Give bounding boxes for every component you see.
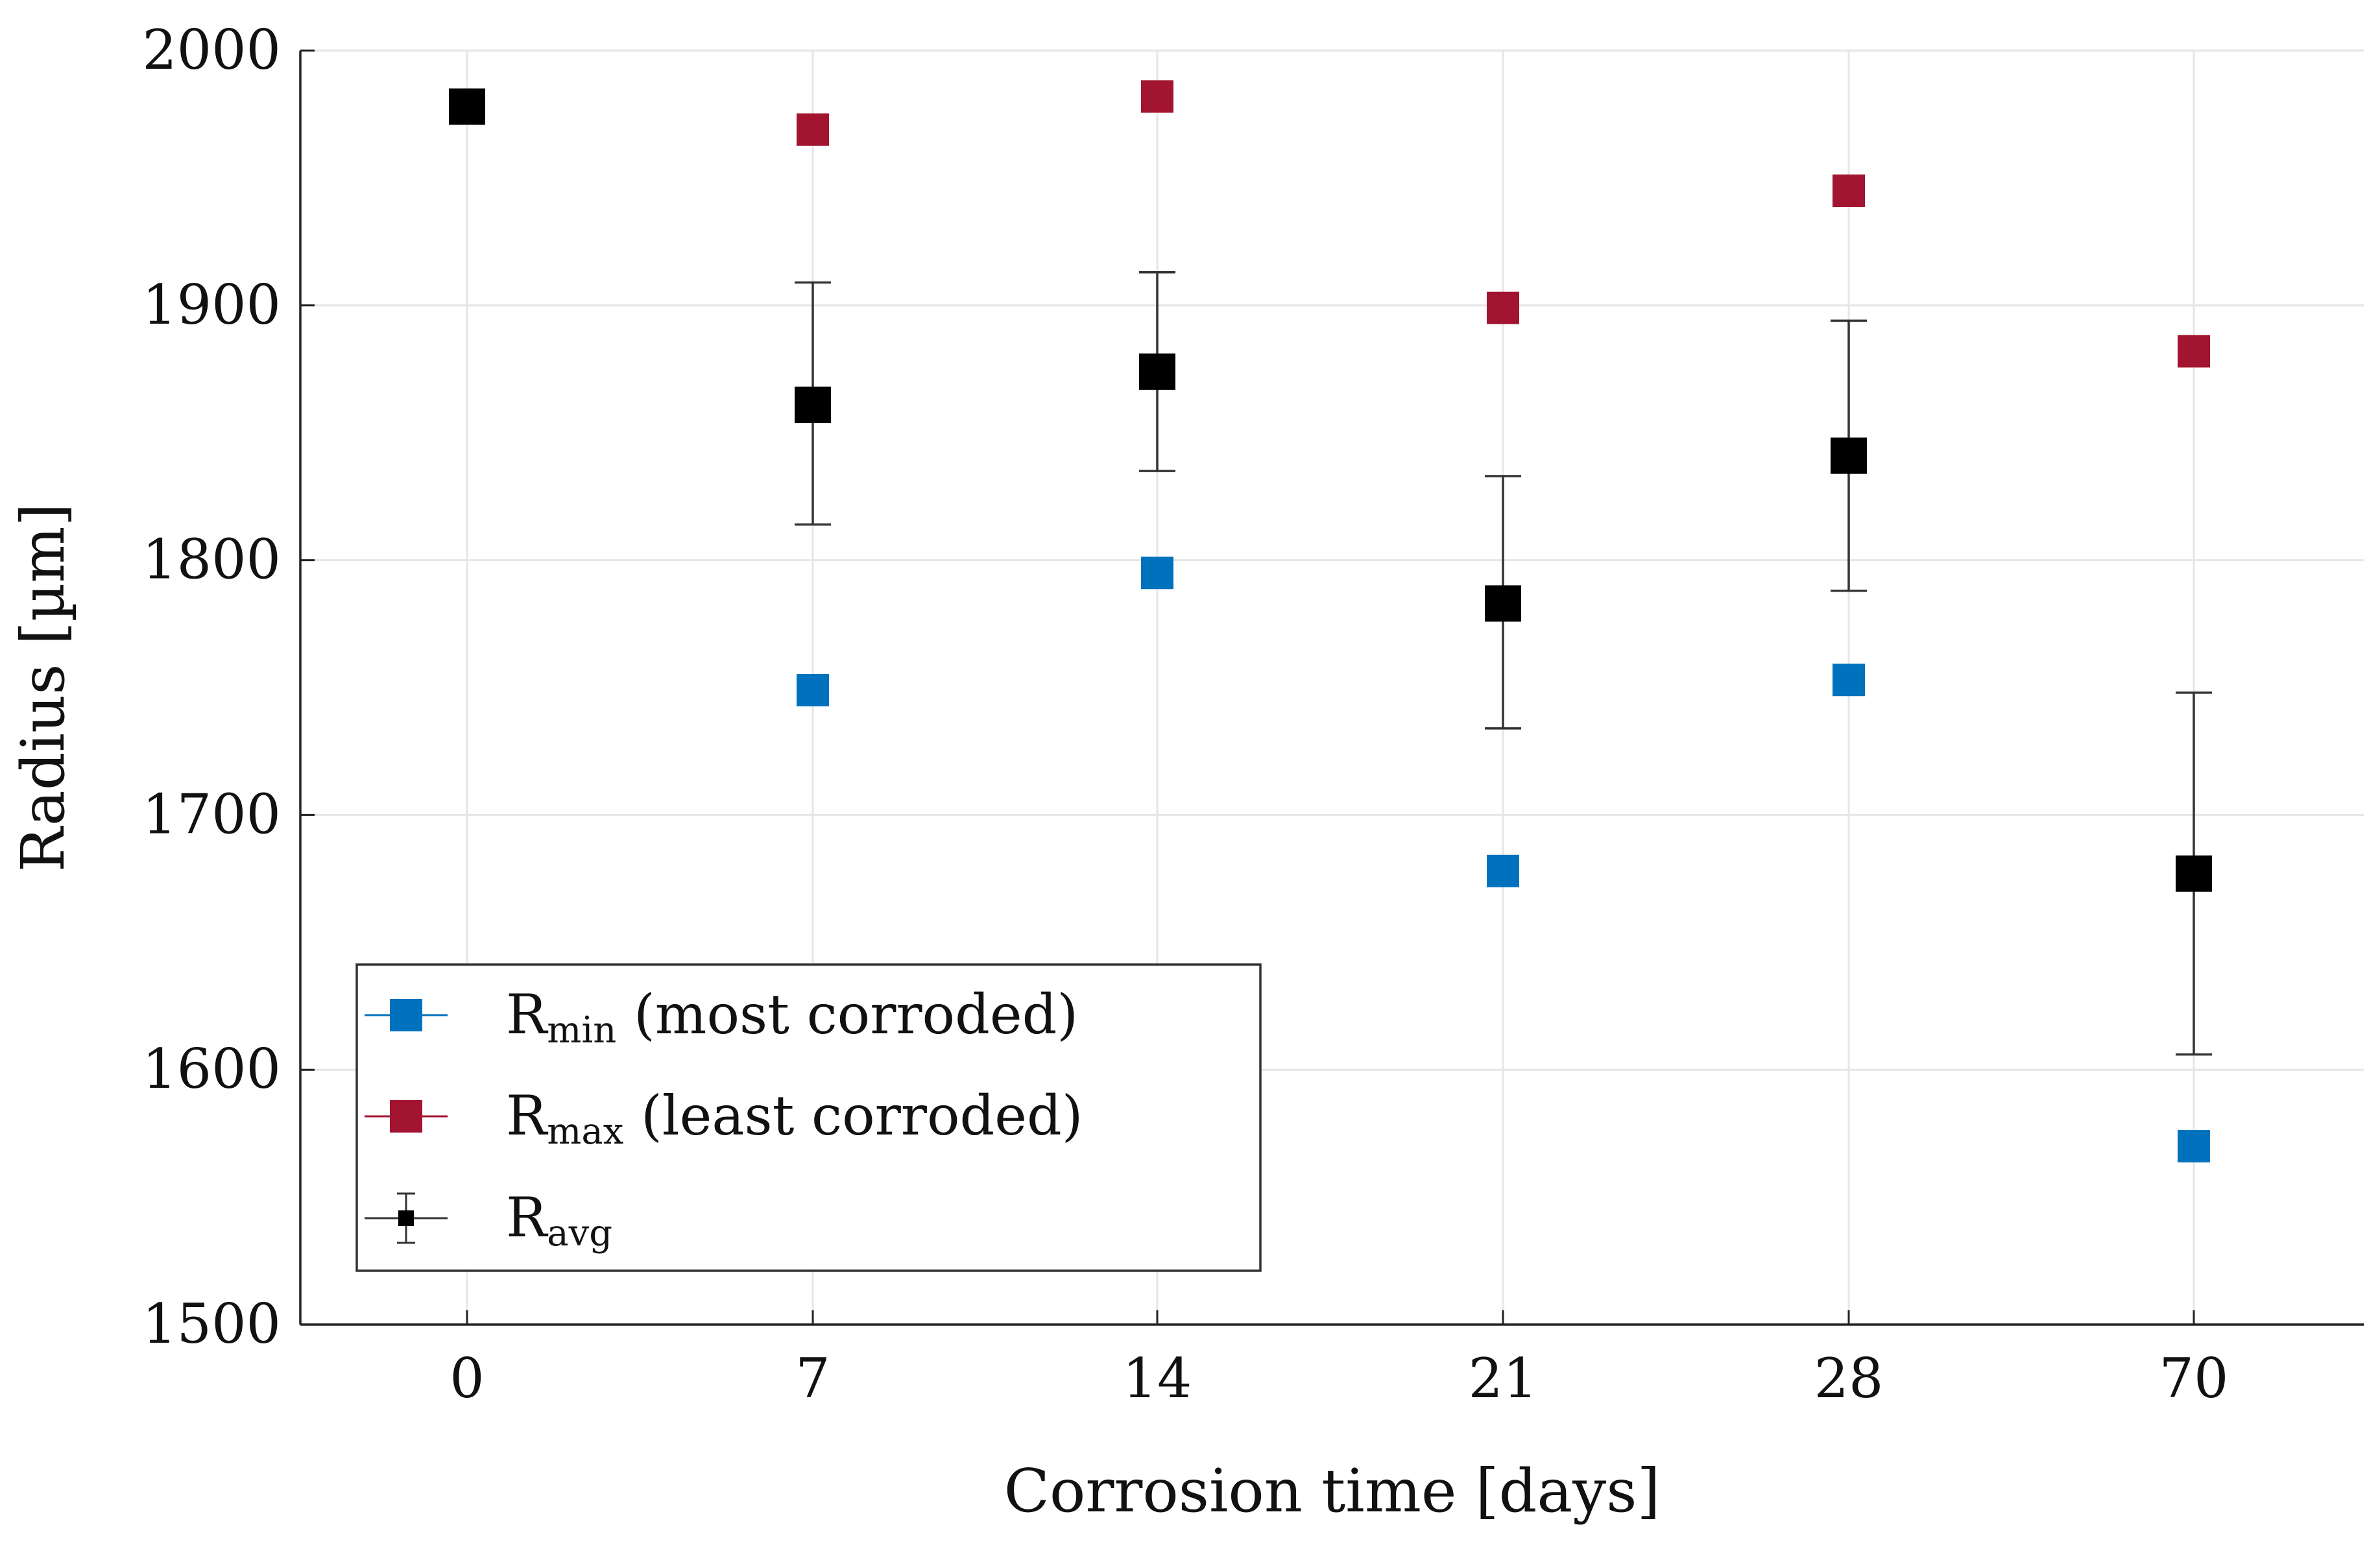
data-point-avg: [2176, 855, 2212, 892]
legend: Rmin (most corroded) Rmax (least corroded…: [355, 963, 1262, 1272]
y-tick-label: 1500: [142, 1292, 281, 1356]
data-point-avg: [1139, 353, 1175, 390]
y-axis-title: Radius [µm]: [8, 503, 78, 872]
legend-marker-avg: [398, 1210, 414, 1226]
x-axis-title: Corrosion time [days]: [1004, 1456, 1661, 1526]
y-tick-label: 1600: [142, 1037, 281, 1101]
y-tick-label: 1900: [142, 273, 281, 337]
x-tick-label: 7: [795, 1347, 830, 1410]
legend-label-max: Rmax (least corroded): [506, 1084, 1083, 1153]
data-point-avg: [795, 386, 831, 423]
data-point-avg: [1485, 585, 1521, 622]
x-tick-label: 14: [1123, 1347, 1192, 1410]
x-tick-label: 21: [1469, 1347, 1538, 1410]
data-point-min: [797, 673, 829, 706]
y-tick-label: 1800: [142, 528, 281, 592]
data-point-min: [1141, 557, 1173, 590]
legend-box: [355, 963, 1262, 1272]
data-markers: [449, 80, 2212, 1163]
data-point-max: [2178, 335, 2210, 368]
legend-label-avg: Ravg: [506, 1186, 612, 1255]
data-point-max: [1141, 80, 1173, 113]
tick-labels: 1500 1600 1700 1800 1900 2000 0 7 14 21 28 70: [142, 18, 2228, 1410]
y-tick-label: 1700: [142, 782, 281, 846]
axes: [299, 49, 2364, 1326]
data-point-avg: [1831, 437, 1867, 474]
legend-label-min: Rmin (most corroded): [506, 983, 1078, 1051]
data-point-min: [1487, 854, 1519, 887]
x-tick-label: 28: [1814, 1347, 1884, 1410]
x-tick-label: 70: [2159, 1347, 2229, 1410]
y-tick-label: 2000: [142, 18, 281, 82]
data-point-avg: [449, 88, 485, 125]
data-point-min: [1833, 664, 1865, 697]
data-point-min: [2178, 1130, 2210, 1163]
legend-marker-max: [390, 1100, 422, 1133]
legend-marker-min: [390, 999, 422, 1031]
data-point-max: [1487, 291, 1519, 324]
grid-lines: [300, 49, 2364, 1325]
data-point-max: [797, 113, 829, 146]
x-tick-label: 0: [450, 1347, 484, 1410]
data-point-max: [1833, 174, 1865, 208]
